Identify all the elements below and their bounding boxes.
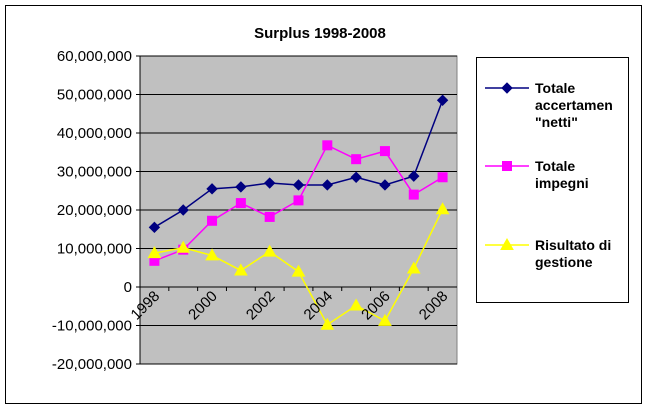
data-point-diamond (148, 221, 161, 234)
data-point-square (437, 172, 448, 183)
data-point-diamond (408, 170, 420, 182)
y-tick-label: 50,000,000 (57, 87, 132, 104)
data-point-diamond (501, 82, 513, 94)
data-point-diamond (177, 204, 189, 216)
y-tick-label: 0 (124, 279, 132, 296)
legend-label: Totale (535, 158, 575, 174)
legend-box (476, 57, 629, 303)
legend-label: gestione (535, 254, 593, 270)
data-point-triangle (406, 261, 421, 274)
legend: Totaleaccertamen"netti"TotaleimpegniRisu… (485, 80, 613, 270)
y-axis-tick-labels: 60,000,000 50,000,000 40,000,000 30,000,000… (52, 48, 132, 373)
legend-label: "netti" (535, 114, 578, 130)
y-tick-label: 40,000,000 (57, 125, 132, 142)
data-point-diamond (235, 181, 247, 193)
data-point-triangle (435, 202, 450, 215)
legend-label: impegni (535, 175, 589, 191)
data-point-square (502, 161, 512, 171)
data-point-diamond (292, 179, 305, 191)
chart-title: Surplus 1998-2008 (254, 25, 386, 42)
series-3 (147, 202, 450, 330)
data-point-triangle (500, 237, 514, 250)
data-point-square (207, 215, 218, 226)
data-point-square (379, 146, 390, 157)
data-point-diamond (321, 179, 334, 191)
data-point-diamond (206, 183, 218, 195)
legend-label: Totale (535, 80, 575, 96)
data-point-triangle (262, 244, 277, 257)
y-tick-label: 20,000,000 (57, 202, 132, 219)
y-tick-label: 60,000,000 (57, 48, 132, 65)
data-point-triangle (291, 264, 306, 277)
data-point-square (322, 140, 333, 151)
gridlines (140, 55, 457, 365)
series-1 (148, 94, 449, 234)
data-point-triangle (176, 240, 191, 253)
legend-label: accertamen (535, 97, 613, 113)
y-tick-label: 30,000,000 (57, 164, 132, 181)
data-point-triangle (378, 313, 392, 326)
data-point-triangle (320, 317, 335, 330)
data-point-square (351, 154, 362, 165)
data-point-diamond (436, 94, 449, 106)
y-tick-label: -20,000,000 (52, 356, 132, 373)
y-tick-label: -10,000,000 (52, 318, 132, 335)
series-layer (147, 94, 450, 330)
data-point-square (408, 189, 419, 200)
data-point-square (293, 195, 304, 206)
data-point-triangle (234, 263, 248, 276)
legend-label: Risultato di (535, 237, 611, 253)
data-point-square (235, 198, 246, 209)
y-tick-label: 10,000,000 (57, 241, 132, 258)
data-point-triangle (205, 248, 219, 261)
data-point-diamond (263, 177, 276, 189)
data-point-diamond (350, 171, 362, 183)
data-point-square (264, 211, 275, 222)
data-point-triangle (349, 298, 363, 311)
data-point-triangle (147, 246, 162, 259)
data-point-diamond (379, 179, 391, 191)
